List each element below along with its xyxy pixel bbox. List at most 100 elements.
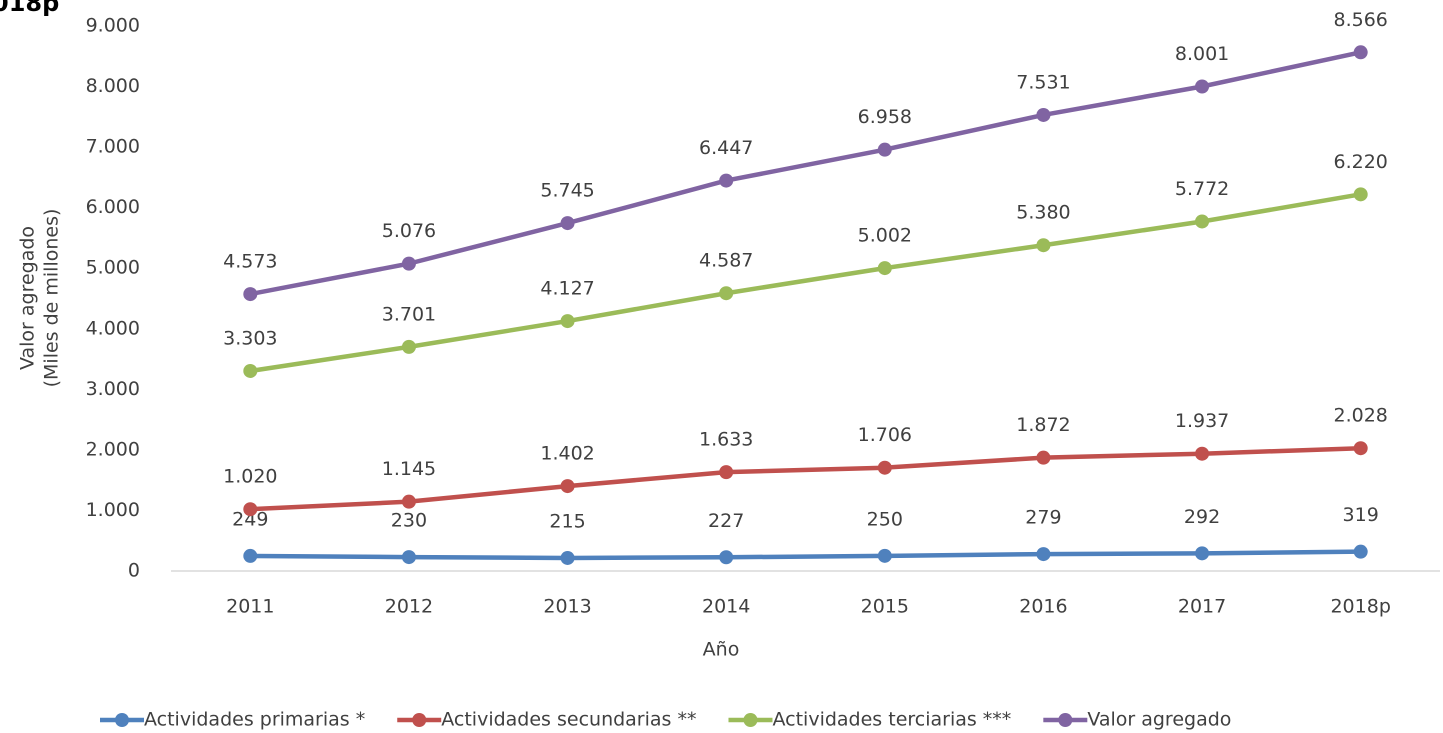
- x-tick-label: 2011: [226, 596, 274, 618]
- data-point: [243, 287, 258, 302]
- data-point: [1195, 446, 1210, 461]
- x-axis-label: Año: [703, 639, 740, 661]
- data-point: [243, 502, 258, 517]
- legend-marker: [412, 713, 427, 727]
- data-label: 1.402: [540, 443, 594, 465]
- legend-label: Valor agregado: [1087, 709, 1231, 731]
- series-line: [250, 445, 1361, 512]
- y-tick-label: 2.000: [86, 438, 140, 460]
- data-point: [560, 479, 575, 494]
- data-label: 4.127: [540, 278, 594, 300]
- y-tick-label: 9.000: [86, 15, 140, 37]
- data-label: 5.772: [1175, 178, 1229, 200]
- data-point: [1036, 107, 1051, 122]
- data-point: [560, 550, 575, 565]
- y-tick-label: 6.000: [86, 196, 140, 218]
- data-point: [719, 550, 734, 565]
- data-point: [719, 465, 734, 480]
- data-label: 5.380: [1016, 202, 1070, 224]
- legend-label: Actividades primarias *: [144, 709, 365, 731]
- data-point: [560, 314, 575, 329]
- data-label: 1.872: [1016, 414, 1070, 436]
- x-tick-label: 2012: [385, 596, 433, 618]
- y-tick-label: 5.000: [86, 257, 140, 279]
- series-line: [250, 549, 1361, 561]
- data-label: 1.020: [223, 466, 277, 488]
- data-label: 1.706: [858, 424, 912, 446]
- y-axis-label: Valor agregado (Miles de millones): [17, 209, 63, 388]
- data-point: [401, 494, 416, 509]
- data-label: 227: [708, 510, 744, 532]
- data-point: [401, 550, 416, 565]
- x-tick-label: 2015: [861, 596, 909, 618]
- legend-label: Actividades secundarias **: [441, 709, 696, 731]
- data-point: [401, 256, 416, 271]
- data-label: 8.566: [1333, 9, 1387, 31]
- data-point: [1195, 214, 1210, 229]
- chart-title: 018p: [0, 0, 59, 17]
- x-tick-label: 2013: [543, 596, 591, 618]
- y-tick-label: 1.000: [86, 499, 140, 521]
- y-tick-label: 4.000: [86, 317, 140, 339]
- series-line: [249, 50, 1362, 297]
- y-axis-label-line: (Miles de millones): [41, 209, 63, 388]
- data-point: [1195, 79, 1210, 94]
- data-point: [877, 261, 892, 276]
- data-point: [877, 142, 892, 157]
- y-axis-label-line: Valor agregado: [17, 226, 39, 370]
- data-label: 1.145: [382, 458, 436, 480]
- x-tick-label: 2017: [1178, 596, 1226, 618]
- data-point: [719, 286, 734, 301]
- data-label: 6.220: [1333, 151, 1387, 173]
- data-point: [243, 363, 258, 378]
- data-label: 5.076: [382, 220, 436, 242]
- legend-marker: [743, 713, 758, 727]
- data-point: [1036, 547, 1051, 562]
- data-label: 6.447: [699, 137, 753, 159]
- data-label: 215: [549, 510, 585, 532]
- data-label: 249: [232, 508, 268, 530]
- data-point: [560, 216, 575, 231]
- x-tick-label: 2014: [702, 596, 750, 618]
- data-label: 250: [867, 508, 903, 530]
- data-label: 3.303: [223, 327, 277, 349]
- x-tick-label: 2018p: [1330, 596, 1390, 618]
- data-label: 279: [1025, 507, 1061, 529]
- data-label: 319: [1343, 504, 1379, 526]
- data-point: [1195, 546, 1210, 561]
- data-label: 4.587: [699, 250, 753, 272]
- legend-marker: [1058, 713, 1073, 727]
- series-line: [249, 192, 1362, 374]
- y-tick-label: 3.000: [86, 378, 140, 400]
- data-label: 1.937: [1175, 410, 1229, 432]
- data-point: [719, 173, 734, 188]
- y-tick-label: 7.000: [86, 136, 140, 158]
- data-label: 2.028: [1333, 405, 1387, 427]
- data-label: 5.002: [858, 225, 912, 247]
- legend-label: Actividades terciarias ***: [772, 709, 1011, 731]
- data-point: [1353, 45, 1368, 60]
- data-label: 230: [391, 510, 427, 532]
- data-label: 292: [1184, 506, 1220, 528]
- data-label: 7.531: [1016, 71, 1070, 93]
- data-label: 5.745: [540, 180, 594, 202]
- data-label: 8.001: [1175, 43, 1229, 65]
- x-tick-label: 2016: [1019, 596, 1067, 618]
- data-point: [1036, 238, 1051, 253]
- data-label: 4.573: [223, 251, 277, 273]
- y-tick-label: 0: [128, 560, 140, 582]
- legend-marker: [115, 713, 129, 727]
- data-label: 1.633: [699, 429, 753, 451]
- data-point: [1353, 441, 1368, 456]
- data-point: [243, 548, 258, 563]
- data-point: [401, 339, 416, 354]
- data-point: [1036, 450, 1051, 465]
- data-label: 6.958: [858, 106, 912, 128]
- data-label: 3.701: [382, 303, 436, 325]
- data-point: [1353, 187, 1368, 202]
- data-point: [877, 548, 892, 563]
- data-point: [877, 460, 892, 475]
- data-point: [1353, 544, 1368, 559]
- y-tick-label: 8.000: [86, 75, 140, 97]
